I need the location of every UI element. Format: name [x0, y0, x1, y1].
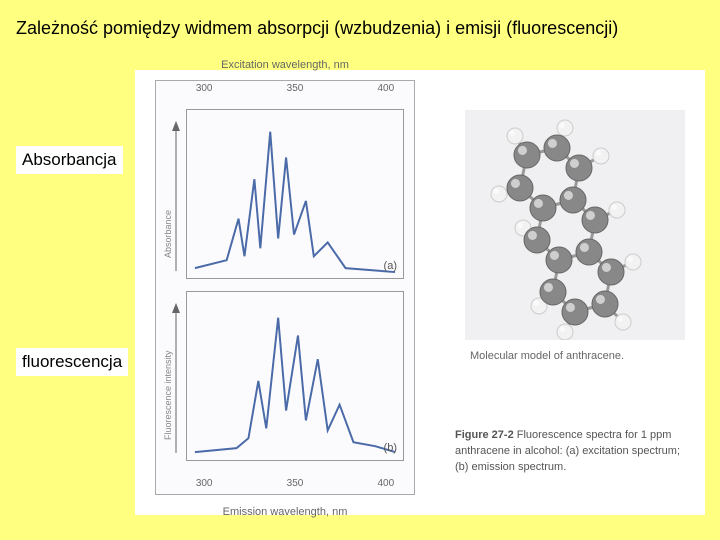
absorbance-label: Absorbancja — [16, 146, 123, 174]
x-tick: 350 — [287, 478, 304, 489]
panel-b: (b) Fluorescence intensity — [186, 291, 404, 461]
emission-axis-label: Emission wavelength, nm — [223, 506, 348, 518]
page-title: Zależność pomiędzy widmem absorpcji (wzb… — [16, 18, 618, 39]
panel-b-letter: (b) — [384, 442, 397, 454]
x-tick: 300 — [196, 83, 213, 94]
molecule-caption: Molecular model of anthracene. — [470, 350, 624, 362]
panel-b-ylabel: Fluorescence intensity — [163, 350, 173, 440]
panel-a-ylabel: Absorbance — [163, 210, 173, 258]
x-tick: 350 — [287, 83, 304, 94]
molecule-model — [465, 110, 685, 340]
spectra-chart: Excitation wavelength, nm 300350400 (a) … — [155, 80, 415, 495]
panel-a-letter: (a) — [384, 260, 397, 272]
x-tick: 400 — [377, 83, 394, 94]
figure-area: Excitation wavelength, nm 300350400 (a) … — [135, 70, 705, 515]
panel-a: (a) Absorbance — [186, 109, 404, 279]
excitation-axis-label: Excitation wavelength, nm — [221, 59, 349, 71]
fluorescence-label: fluorescencja — [16, 348, 128, 376]
x-tick: 300 — [196, 478, 213, 489]
figure-caption: Figure 27-2 Fluorescence spectra for 1 p… — [455, 428, 695, 476]
figure-number: Figure 27-2 — [455, 429, 514, 441]
x-tick: 400 — [377, 478, 394, 489]
bottom-x-axis: 300 350 400 — [186, 474, 404, 494]
top-x-axis: 300 350 400 — [186, 81, 404, 101]
